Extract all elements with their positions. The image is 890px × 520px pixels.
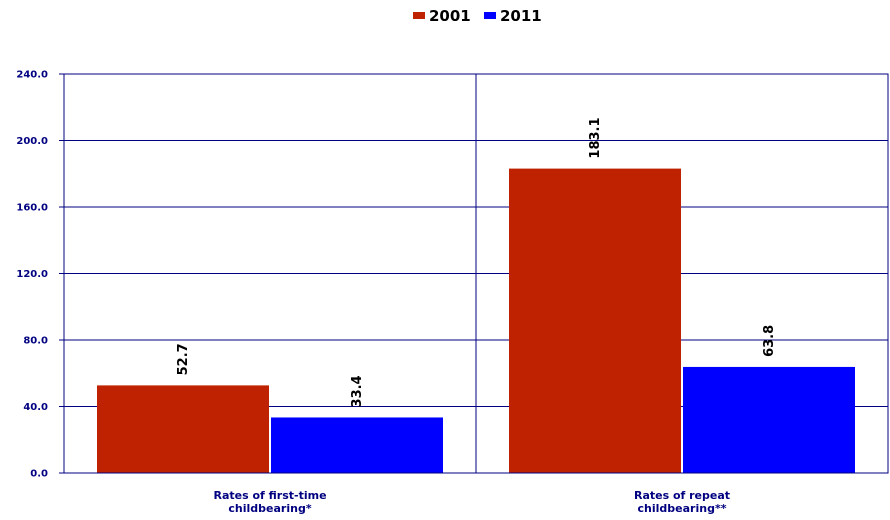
legend-swatch-2011: [484, 12, 496, 19]
y-tick-label: 200.0: [16, 136, 48, 147]
bar-2011-cat1: [271, 417, 443, 473]
y-tick-label: 240.0: [16, 70, 48, 81]
category-label: childbearing**: [638, 502, 727, 515]
bar-2001-cat2: [509, 168, 681, 473]
data-label-2011-cat2: 63.8: [762, 325, 777, 357]
legend-swatch-2001: [413, 12, 425, 19]
bar-2011-cat2: [683, 366, 855, 473]
data-label-2001-cat1: 52.7: [176, 343, 191, 375]
category-label: childbearing*: [228, 502, 311, 515]
y-tick-label: 160.0: [16, 203, 48, 214]
legend-label-2001: 2001: [429, 7, 471, 25]
bar-2001-cat1: [97, 385, 269, 473]
y-tick-label: 40.0: [23, 402, 48, 413]
plot-frame: [63, 73, 889, 474]
y-tick-label: 120.0: [16, 269, 48, 280]
y-tick-label: 0.0: [30, 469, 48, 480]
plot-area-border: [63, 73, 889, 474]
y-tick-label: 80.0: [23, 336, 48, 347]
y-axis-tick-labels: 0.0 40.0 80.0 120.0 160.0 200.0 240.0: [16, 70, 48, 480]
category-label: Rates of repeat: [634, 489, 730, 502]
data-label-2001-cat2: 183.1: [588, 117, 603, 158]
data-labels: 52.7 33.4 183.1 63.8: [176, 117, 777, 407]
legend-label-2011: 2011: [500, 7, 542, 25]
data-label-2011-cat1: 33.4: [350, 375, 365, 407]
category-label: Rates of first-time: [213, 489, 326, 502]
bars: [97, 168, 855, 473]
chart-legend: 2001 2011: [413, 7, 542, 25]
